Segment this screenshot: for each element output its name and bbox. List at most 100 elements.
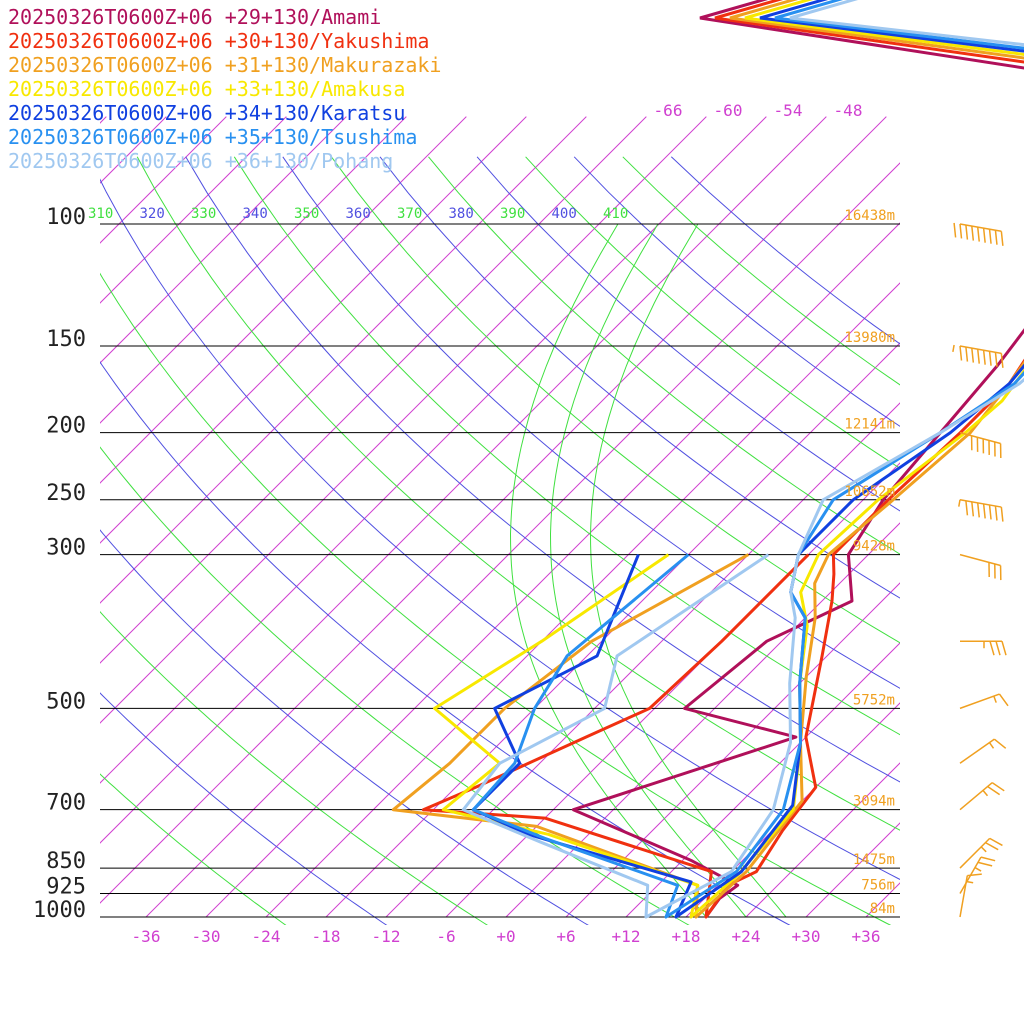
height-label-500: 5752m	[853, 692, 895, 708]
temperature-tick-label: -12	[372, 927, 401, 946]
sounding-series-upper-6	[789, 0, 1024, 47]
legend-entry-1: 20250326T0600Z+06 +30+130/Yakushima	[8, 29, 429, 53]
pressure-label-850: 850	[46, 849, 86, 874]
isotherm-line	[986, 117, 1024, 917]
pressure-label-300: 300	[46, 536, 86, 561]
isotherm-line	[325, 342, 900, 918]
height-label-1000: 84m	[870, 901, 895, 917]
pressure-label-925: 925	[46, 875, 86, 900]
isotherm-line	[505, 522, 900, 918]
height-label-300: 9428m	[853, 539, 895, 555]
pressure-label-150: 150	[46, 327, 86, 352]
theta-label: 390	[500, 206, 525, 222]
sounding-series-upper-0	[699, 0, 1024, 70]
height-label-250: 10652m	[844, 484, 895, 500]
sounding-series-upper-1	[714, 0, 1024, 64]
wind-barb	[959, 873, 982, 918]
wind-barb	[958, 499, 1004, 522]
isotherm-line	[445, 462, 900, 918]
sounding-lines	[391, 0, 1024, 919]
dry-adiabat-line	[233, 156, 900, 736]
theta-label: 350	[294, 206, 319, 222]
isotherm-line	[100, 116, 227, 244]
dry-adiabat-line	[428, 156, 900, 555]
isotherm-line	[145, 162, 900, 918]
dry-adiabat-line	[100, 692, 388, 925]
isotherm-line	[625, 642, 900, 918]
temperature-tick-label: +12	[612, 927, 641, 946]
temperature-tick-label: +30	[792, 927, 821, 946]
sounding-series-2	[391, 360, 1024, 919]
temperature-tick-label: -18	[312, 927, 341, 946]
dry-adiabat-line	[100, 529, 589, 925]
legend-entry-0: 20250326T0600Z+06 +29+130/Amami	[8, 5, 381, 29]
isotherm-line	[745, 762, 900, 918]
sounding-series-0	[571, 328, 1024, 918]
wind-barb	[952, 344, 1004, 368]
pressure-label-1000: 1000	[33, 898, 86, 923]
isotherm-line	[205, 222, 900, 918]
wind-barb	[959, 431, 1002, 459]
height-label-925: 756m	[861, 878, 895, 894]
pressure-label-100: 100	[46, 205, 86, 230]
legend-entry-3: 20250326T0600Z+06 +33+130/Amakusa	[8, 77, 405, 101]
pressure-label-200: 200	[46, 414, 86, 439]
isotherm-line	[100, 116, 587, 604]
temperature-tick-label: -30	[192, 927, 221, 946]
sounding-series-6	[461, 377, 1024, 919]
isotherm-line	[685, 702, 900, 918]
theta-label: 370	[397, 206, 422, 222]
height-label-700: 3094m	[853, 794, 895, 810]
isotherm-line	[265, 282, 900, 918]
wind-barb	[959, 553, 1002, 581]
wind-barb	[959, 693, 1009, 710]
legend-entry-4: 20250326T0600Z+06 +34+130/Karatsu	[8, 101, 405, 125]
legend-entry-5: 20250326T0600Z+06 +35+130/Tsushima	[8, 125, 417, 149]
dry-adiabat-line	[136, 156, 900, 831]
temperature-tick-label: +18	[672, 927, 701, 946]
theta-label: 330	[191, 206, 216, 222]
pressure-label-700: 700	[46, 791, 86, 816]
legend: 20250326T0600Z+06 +29+130/Amami20250326T…	[8, 5, 441, 173]
temperature-tick-label: -24	[252, 927, 281, 946]
sounding-series-upper-3	[744, 0, 1024, 56]
moist-adiabat-line	[509, 223, 707, 918]
dry-adiabat-line	[100, 773, 287, 925]
isotherm-line	[100, 116, 827, 844]
isotherm-line	[100, 116, 707, 724]
theta-label: 340	[243, 206, 268, 222]
sounding-series-1	[421, 358, 1024, 919]
dry-adiabat-line	[100, 361, 791, 925]
dry-adiabat-line	[379, 156, 900, 599]
dry-adiabat-line	[330, 156, 900, 644]
height-label-200: 12141m	[844, 417, 895, 433]
sounding-series-upper-4	[759, 0, 1024, 53]
isotherm-line	[100, 116, 347, 364]
sounding-series-upper-2	[729, 0, 1024, 60]
sounding-series-4	[471, 363, 1024, 919]
sounding-series-5	[471, 370, 1024, 919]
dry-adiabat-line	[100, 178, 900, 881]
axis-labels: 100 16438m 150 13980m 200 12141m 250 10652m 300 9…	[33, 101, 895, 946]
isotherm-line	[100, 116, 287, 304]
isotherm-line	[100, 116, 527, 544]
upper-temperature-label: -48	[834, 101, 863, 120]
dry-adiabat-line	[622, 156, 900, 386]
theta-label: 320	[140, 206, 165, 222]
legend-entry-2: 20250326T0600Z+06 +31+130/Makurazaki	[8, 53, 441, 77]
isotherm-line	[100, 116, 647, 664]
temperature-tick-label: -6	[436, 927, 455, 946]
dry-adiabat-line	[185, 156, 900, 783]
wind-barb	[959, 782, 1005, 811]
isotherm-line	[100, 116, 407, 424]
temperature-tick-label: +24	[732, 927, 761, 946]
theta-label: 410	[603, 206, 628, 222]
dry-adiabat-line	[282, 156, 900, 689]
wind-barb	[960, 640, 1007, 656]
height-label-100: 16438m	[844, 208, 895, 224]
upper-temperature-label: -66	[654, 101, 683, 120]
upper-temperature-label: -60	[714, 101, 743, 120]
upper-temperature-label: -54	[774, 101, 803, 120]
isotherm-line	[385, 402, 900, 918]
